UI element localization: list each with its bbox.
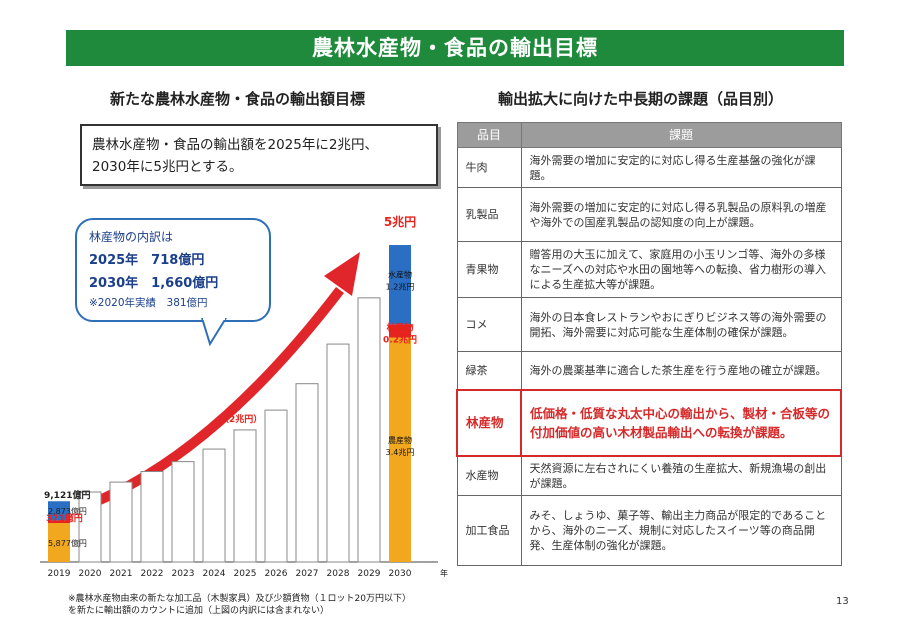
bar-2029 bbox=[357, 297, 381, 563]
bar-2019-agri bbox=[48, 523, 70, 562]
x-unit-label: 年 bbox=[440, 568, 448, 578]
growth-arrow-head bbox=[324, 252, 360, 296]
bar-2030-marine bbox=[389, 245, 411, 325]
bar-2026 bbox=[264, 409, 288, 563]
bubble-note: ※2020年実績 381億円 bbox=[89, 297, 208, 309]
table-row: 牛肉 海外需要の増加に安定的に対応し得る生産基盤の強化が課題。 bbox=[456, 147, 842, 188]
bar-2030-agri bbox=[389, 337, 411, 562]
header-item: 品目 bbox=[456, 122, 522, 148]
x-tick-label: 2027 bbox=[296, 569, 319, 579]
goal-line-1: 農林水産物・食品の輸出額を2025年に2兆円、 bbox=[92, 137, 378, 153]
issues-table: 品目 課題 牛肉 海外需要の増加に安定的に対応し得る生産基盤の強化が課題。 乳製品海… bbox=[456, 122, 842, 566]
row-issue: みそ、しょうゆ、菓子等、輸出主力商品が限定的であることから、海外のニーズ、規制に… bbox=[520, 495, 842, 566]
row-issue: 海外の日本食レストランやおにぎりビジネス等の海外需要の開拓、海外需要に対応可能な… bbox=[520, 297, 842, 352]
x-tick-label: 2030 bbox=[389, 569, 412, 579]
bar-2025 bbox=[233, 429, 257, 563]
row-issue: 天然資源に左右されにくい養殖の生産拡大、新規漁場の創出が課題。 bbox=[520, 455, 842, 496]
table-header-row: 品目 課題 bbox=[456, 122, 842, 148]
page-number: 13 bbox=[836, 596, 849, 607]
row-issue: 低価格・低質な丸太中心の輸出から、製材・合板等の付加価値の高い木材製品輸出への転… bbox=[520, 388, 842, 457]
label-2030-forest-value: 0.2兆円 bbox=[383, 333, 417, 345]
label-2030-total: 5兆円 bbox=[384, 214, 416, 229]
row-issue: 海外需要の増加に安定的に対応し得る生産基盤の強化が課題。 bbox=[520, 147, 842, 188]
x-tick-label: 2025 bbox=[234, 569, 257, 579]
bar-2024 bbox=[202, 448, 226, 563]
bar-2019-forest bbox=[48, 520, 70, 524]
x-tick-label: 2021 bbox=[110, 569, 133, 579]
x-tick-label: 2019 bbox=[48, 569, 71, 579]
x-tick-label: 2028 bbox=[327, 569, 350, 579]
right-section-title: 輸出拡大に向けた中長期の課題（品目別） bbox=[498, 90, 784, 108]
bar-2027 bbox=[295, 383, 319, 563]
label-2019-agri: 5,877億円 bbox=[48, 538, 87, 548]
bar-2030-forest bbox=[389, 324, 411, 338]
row-item: 林産物 bbox=[456, 388, 522, 457]
label-2030-forest-name: 林産物 bbox=[386, 321, 413, 333]
row-item: 牛肉 bbox=[456, 147, 522, 188]
row-issue: 海外の農薬基準に適合した茶生産を行う産地の確立が課題。 bbox=[520, 351, 842, 390]
label-2030-marine-value: 1.2兆円 bbox=[386, 281, 415, 291]
row-issue: 贈答用の大玉に加えて、家庭用の小玉リンゴ等、海外の多様なニーズへの対応や水田の園… bbox=[520, 241, 842, 298]
goal-box: 農林水産物・食品の輸出額を2025年に2兆円、 2030年に5兆円とする。 bbox=[80, 124, 438, 186]
table-row: 乳製品 海外需要の増加に安定的に対応し得る乳製品の原料乳の増産や海外での国産乳製品… bbox=[456, 187, 842, 242]
row-item: 乳製品 bbox=[456, 187, 522, 242]
x-tick-label: 2024 bbox=[203, 569, 226, 579]
table-row: 緑茶 海外の農薬基準に適合した茶生産を行う産地の確立が課題。 bbox=[456, 351, 842, 390]
row-item: 青果物 bbox=[456, 241, 522, 298]
bubble-line-2030: 2030年 1,660億円 bbox=[89, 276, 219, 291]
page-title: 農林水産物・食品の輸出目標 bbox=[66, 30, 844, 66]
row-item: コメ bbox=[456, 297, 522, 352]
bar-2023 bbox=[171, 461, 195, 563]
x-tick-label: 2020 bbox=[79, 569, 102, 579]
header-issue: 課題 bbox=[520, 122, 842, 148]
table-row: 水産物 天然資源に左右されにくい養殖の生産拡大、新規漁場の創出が課題。 bbox=[456, 455, 842, 496]
table-row: 青果物 贈答用の大玉に加えて、家庭用の小玉リンゴ等、海外の多様なニーズへの対応や水… bbox=[456, 241, 842, 298]
export-target-chart: 2019 2020 2021 2022 2023 2024 2025 2026 2027 2028… bbox=[40, 214, 448, 579]
bar-2019-marine bbox=[48, 501, 70, 521]
left-section-title: 新たな農林水産物・食品の輸出額目標 bbox=[110, 90, 366, 108]
x-tick-label: 2026 bbox=[265, 569, 288, 579]
bubble-tail bbox=[201, 318, 227, 347]
table-row: コメ 海外の日本食レストランやおにぎりビジネス等の海外需要の開拓、海外需要に対応可… bbox=[456, 297, 842, 352]
footnote: ※農林水産物由来の新たな加工品（木製家具）及び少額貨物（１ロット20万円以下） … bbox=[68, 593, 448, 617]
row-item: 加工食品 bbox=[456, 495, 522, 566]
bar-2028 bbox=[326, 343, 350, 563]
row-item: 緑茶 bbox=[456, 351, 522, 390]
bar-2022 bbox=[140, 471, 164, 563]
x-tick-label: 2023 bbox=[172, 569, 195, 579]
footnote-line-2: を新たに輸出額のカウントに追加（上図の内訳には含まれない） bbox=[68, 606, 330, 616]
table-row: 加工食品 みそ、しょうゆ、菓子等、輸出主力商品が限定的であることから、海外のニーズ… bbox=[456, 495, 842, 566]
x-tick-label: 2022 bbox=[141, 569, 164, 579]
footnote-line-1: ※農林水産物由来の新たな加工品（木製家具）及び少額貨物（１ロット20万円以下） bbox=[68, 594, 411, 604]
label-2025-annotation: （2兆円） bbox=[220, 413, 262, 425]
bar-2021 bbox=[109, 481, 133, 563]
x-tick-label: 2029 bbox=[358, 569, 381, 579]
bubble-line-2025: 2025年 718億円 bbox=[89, 253, 205, 268]
row-issue: 海外需要の増加に安定的に対応し得る乳製品の原料乳の増産や海外での国産乳製品の認知… bbox=[520, 187, 842, 242]
label-2019-marine: 2,873億円 bbox=[48, 506, 87, 516]
goal-line-2: 2030年に5兆円とする。 bbox=[92, 159, 243, 175]
table-row: 林産物 低価格・低質な丸太中心の輸出から、製材・合板等の付加価値の高い木材製品輸出… bbox=[456, 388, 842, 457]
bar-2020 bbox=[78, 491, 102, 563]
row-item: 水産物 bbox=[456, 455, 522, 496]
label-2030-agri-value: 3.4兆円 bbox=[386, 447, 415, 457]
label-2030-agri-name: 農産物 bbox=[388, 435, 412, 445]
bubble-heading: 林産物の内訳は bbox=[89, 230, 174, 244]
label-2030-marine-name: 水産物 bbox=[388, 269, 412, 279]
label-2019-forest: 371億円 bbox=[46, 512, 83, 524]
label-2019-total: 9,121億円 bbox=[44, 489, 90, 501]
forest-breakdown-bubble: 林産物の内訳は 2025年 718億円 2030年 1,660億円 ※2020年… bbox=[75, 218, 271, 322]
